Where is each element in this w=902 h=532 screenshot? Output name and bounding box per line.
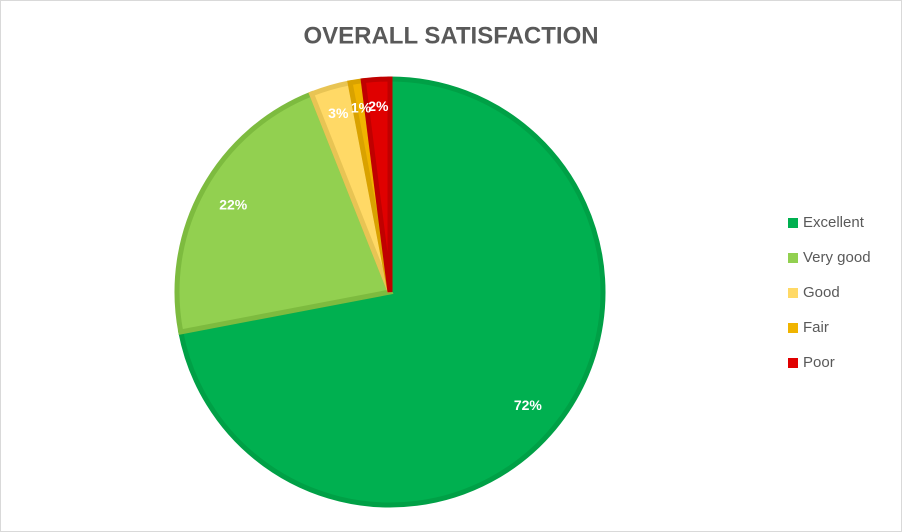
legend-swatch xyxy=(788,323,798,333)
data-label: 72% xyxy=(514,397,543,413)
data-label: 2% xyxy=(368,98,389,114)
legend-label: Very good xyxy=(803,249,871,266)
pie-slice xyxy=(174,90,394,335)
legend-swatch xyxy=(788,358,798,368)
data-label: 22% xyxy=(219,197,248,213)
pie-slice xyxy=(360,76,393,293)
legend-label: Good xyxy=(803,284,840,301)
legend-label: Excellent xyxy=(803,214,865,231)
legend-label: Poor xyxy=(803,354,835,371)
legend-label: Fair xyxy=(803,319,829,336)
chart-title: OVERALL SATISFACTION xyxy=(303,22,598,49)
legend-swatch xyxy=(788,253,798,263)
data-label: 1% xyxy=(351,100,372,116)
legend-swatch xyxy=(788,288,798,298)
data-label: 3% xyxy=(328,105,349,121)
legend-swatch xyxy=(788,218,798,228)
